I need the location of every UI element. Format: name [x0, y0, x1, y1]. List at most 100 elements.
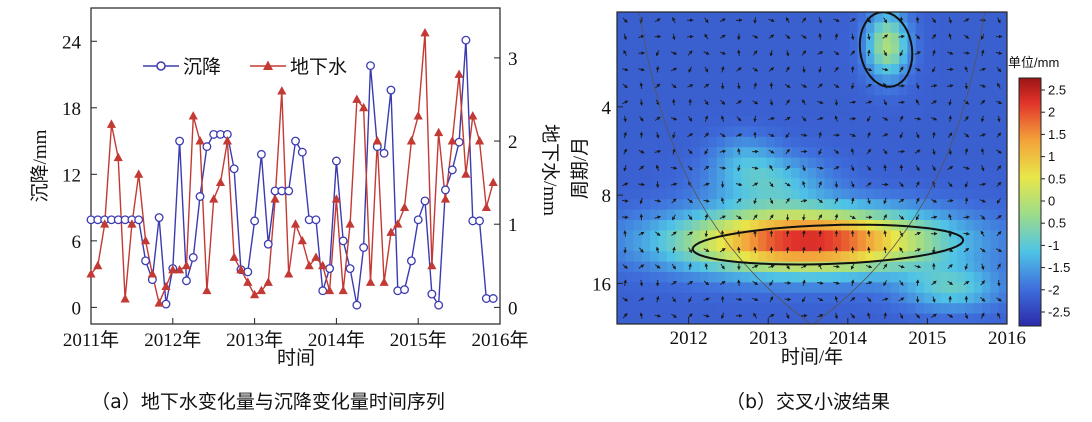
- heatmap-cell: [699, 220, 709, 231]
- heatmap-cell: [758, 84, 767, 96]
- heatmap-cell: [733, 53, 743, 65]
- phase-arrow: [834, 213, 839, 221]
- heatmap-cell: [699, 95, 709, 107]
- heatmap-cell: [691, 12, 701, 23]
- phase-arrow: [639, 312, 644, 319]
- phase-arrow: [639, 116, 644, 122]
- heatmap-cell: [749, 64, 759, 75]
- heatmap-cell: [666, 209, 676, 221]
- heatmap-cell: [641, 53, 651, 65]
- heatmap-cell: [774, 188, 784, 200]
- heatmap-cell: [824, 209, 834, 221]
- heatmap-cell: [874, 64, 884, 75]
- heatmap-cell: [724, 116, 734, 127]
- phase-arrow: [688, 115, 693, 122]
- point-groundwater: [120, 294, 130, 303]
- heatmap-cell: [824, 272, 834, 283]
- heatmap-cell: [990, 74, 1000, 86]
- heatmap-cell: [699, 313, 709, 324]
- phase-arrow: [865, 67, 873, 72]
- point-subsidence: [359, 243, 369, 252]
- heatmap-cell: [982, 126, 992, 138]
- point-groundwater: [290, 219, 301, 228]
- phase-arrow: [833, 264, 840, 269]
- heatmap-cell: [874, 230, 884, 242]
- heatmap-cell: [849, 136, 859, 148]
- heatmap-cell: [766, 53, 776, 65]
- phase-arrow: [785, 66, 790, 73]
- heatmap-cell: [650, 84, 660, 96]
- caption-b: （b）交叉小波结果: [726, 391, 890, 413]
- heatmap-cell: [625, 53, 635, 65]
- phase-arrow: [963, 231, 970, 236]
- heatmap-cell: [807, 230, 817, 242]
- heatmap-cell: [890, 64, 900, 75]
- heatmap-cell: [940, 292, 950, 304]
- heatmap-cell: [741, 272, 751, 283]
- heatmap-cell: [641, 240, 651, 252]
- heatmap-cell: [625, 43, 635, 55]
- phase-arrow: [785, 34, 791, 39]
- heatmap-cell: [633, 272, 643, 283]
- heatmap-cell: [924, 303, 933, 315]
- phase-arrow: [948, 33, 952, 40]
- heatmap-cell: [774, 136, 784, 148]
- heatmap-cell: [666, 313, 676, 324]
- heatmap-cell: [666, 105, 676, 117]
- heatmap-cell: [841, 157, 850, 169]
- point-subsidence: [447, 165, 457, 175]
- heatmap-cell: [633, 261, 643, 273]
- heatmap-cell: [948, 147, 958, 159]
- x-tick-label-a: 2013年: [226, 329, 283, 351]
- heatmap-cell: [617, 105, 626, 117]
- heatmap-cell: [940, 282, 950, 294]
- phase-arrow: [915, 99, 920, 106]
- phase-arrow: [768, 133, 775, 137]
- heatmap-cell: [948, 168, 958, 179]
- heatmap-cell: [998, 32, 1007, 44]
- heatmap-cell: [948, 22, 958, 34]
- phase-arrow: [752, 280, 759, 285]
- heatmap-cell: [716, 105, 726, 117]
- phase-arrow: [883, 246, 887, 254]
- heatmap-cell: [691, 95, 701, 107]
- significance-contour-main: [691, 223, 965, 266]
- heatmap-cell: [724, 136, 734, 148]
- heatmap-cell: [865, 251, 875, 263]
- heatmap-cell: [998, 74, 1007, 86]
- phase-arrow: [963, 34, 970, 39]
- heatmap-cell: [948, 272, 958, 283]
- heatmap-cell: [716, 136, 726, 148]
- heatmap-cell: [766, 188, 776, 200]
- heatmap-cell: [865, 199, 875, 211]
- phase-arrow: [703, 165, 710, 171]
- heatmap-cell: [882, 116, 892, 127]
- phase-arrow: [997, 115, 1001, 123]
- phase-arrow: [964, 181, 969, 188]
- heatmap-cell: [940, 64, 950, 75]
- phase-arrow: [769, 50, 774, 57]
- phase-arrow: [704, 66, 709, 73]
- heatmap-cell: [865, 303, 875, 315]
- heatmap-cell: [841, 209, 850, 221]
- heatmap-cell: [658, 209, 668, 221]
- heatmap-cell: [874, 199, 884, 211]
- heatmap-cell: [658, 230, 668, 242]
- heatmap-cell: [957, 22, 967, 34]
- heatmap-cell: [724, 240, 734, 252]
- heatmap-cell: [625, 22, 635, 34]
- heatmap-cell: [865, 43, 875, 55]
- heatmap-cell: [973, 32, 983, 44]
- phase-arrow: [996, 165, 1002, 171]
- heatmap-cell: [807, 64, 817, 75]
- heatmap-cell: [841, 43, 850, 55]
- phase-arrow: [737, 148, 741, 155]
- heatmap-cell: [675, 292, 684, 304]
- heatmap-cell: [824, 84, 834, 96]
- heatmap-cell: [708, 188, 718, 200]
- heatmap-cell: [691, 303, 701, 315]
- heatmap-cell: [758, 74, 767, 86]
- heatmap-cell: [724, 12, 734, 23]
- colorbar-tick-label: 0: [1048, 194, 1055, 209]
- heatmap-cell: [907, 95, 917, 107]
